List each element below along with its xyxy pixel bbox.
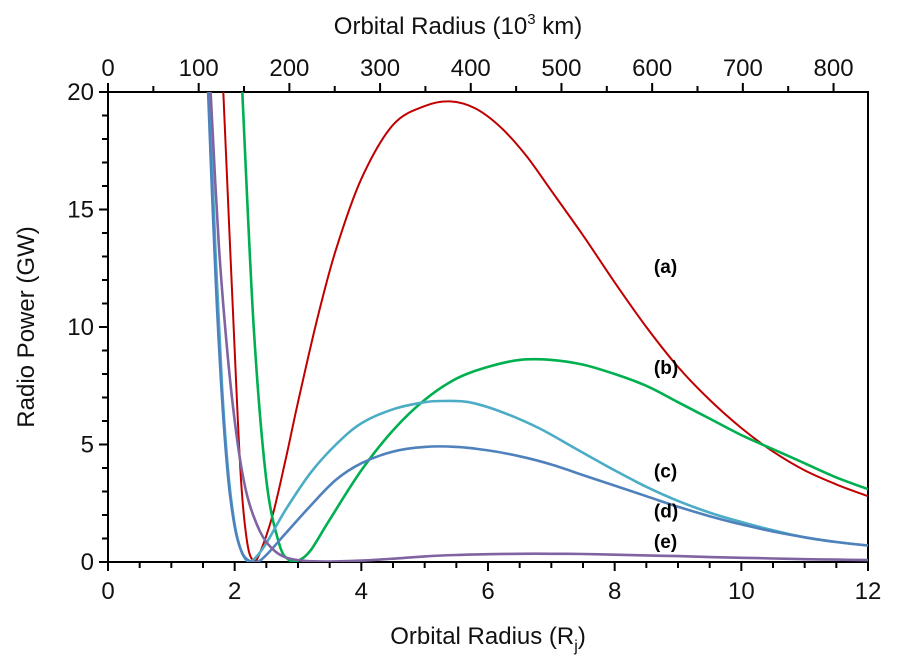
series-annotation: (c) [654,461,677,482]
x-tick-label: 12 [855,578,882,605]
series-annotation: (e) [654,532,677,553]
x-tick-label: 4 [355,578,368,605]
x-axis-ticks: 0 2 4 6 8 10 12 [101,562,881,605]
series-annotation: (a) [654,257,677,278]
series-annotations: (a) (b) (c) (d) (e) [654,257,678,553]
x-tick-label: 10 [728,578,755,605]
series-line-5 [209,92,868,562]
x-tick-label: 0 [101,578,114,605]
y-tick-label: 20 [67,79,94,106]
x2-axis-title: Orbital Radius (103 km) [334,11,582,40]
y-tick-label: 0 [81,549,94,576]
series-annotation: (d) [654,501,678,522]
x-tick-label: 6 [481,578,494,605]
series-line-1 [222,92,868,562]
x2-tick-label: 600 [632,55,672,82]
series-lines [206,92,868,562]
x2-axis-ticks: 0 100 200 300 400 500 600 700 800 [101,55,854,92]
x-tick-label: 8 [608,578,621,605]
x2-tick-label: 300 [360,55,400,82]
x2-tick-label: 500 [541,55,581,82]
x-axis-title: Orbital Radius (Rj) [390,623,586,655]
x2-tick-label: 100 [179,55,219,82]
series-annotation: (b) [654,358,678,379]
x2-tick-label: 400 [451,55,491,82]
plot-area [107,91,869,563]
y-axis-title: Radio Power (GW) [13,226,40,427]
x2-tick-label: 800 [814,55,854,82]
series-line-4 [206,92,868,562]
x-tick-label: 2 [228,578,241,605]
y-tick-label: 15 [67,197,94,224]
y-tick-label: 10 [67,314,94,341]
x2-tick-label: 200 [269,55,309,82]
x2-tick-label: 0 [101,55,114,82]
x2-tick-label: 700 [723,55,763,82]
y-tick-label: 5 [81,432,94,459]
y-axis-ticks: 0 5 10 15 20 [67,79,108,576]
